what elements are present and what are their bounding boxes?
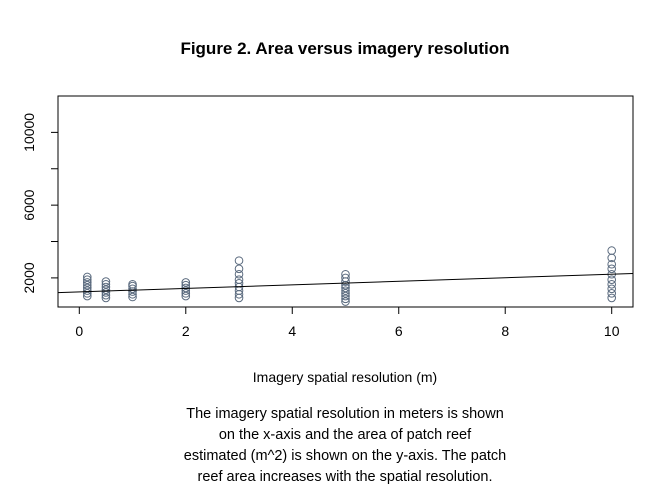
data-point — [101, 279, 111, 289]
caption-line: The imagery spatial resolution in meters… — [186, 406, 504, 422]
data-point — [101, 293, 111, 303]
data-points — [82, 246, 617, 306]
data-point — [341, 294, 350, 304]
data-point — [82, 280, 92, 290]
data-point — [181, 286, 191, 295]
data-point — [341, 286, 350, 295]
caption-line: estimated (m^2) is shown on the y-axis. … — [183, 448, 507, 464]
data-point — [234, 256, 244, 265]
data-point — [128, 284, 137, 294]
x-tick-label: 6 — [395, 323, 403, 339]
y-axis: 2000 6000 10000 — [21, 113, 59, 293]
y-tick-label: 6000 — [21, 189, 37, 220]
y-tick-label: 2000 — [21, 262, 37, 293]
data-point — [101, 277, 111, 286]
data-point — [341, 289, 350, 298]
y-tick-label: 10000 — [21, 113, 37, 152]
data-point — [607, 279, 617, 289]
data-point — [82, 272, 92, 282]
data-point — [181, 280, 191, 290]
caption-line: reef area increases with the spatial res… — [197, 469, 493, 485]
data-point — [607, 246, 617, 255]
data-point — [181, 278, 191, 287]
data-point — [234, 269, 244, 279]
data-point — [82, 289, 92, 298]
data-point — [607, 289, 617, 298]
figure-caption: The imagery spatial resolution in meters… — [160, 404, 530, 488]
data-point — [341, 273, 350, 283]
data-point — [607, 259, 617, 269]
data-point — [128, 292, 137, 302]
data-point — [181, 291, 191, 301]
data-point — [607, 293, 617, 303]
chart-title: Figure 2. Area versus imagery resolution — [180, 39, 509, 58]
data-point — [234, 279, 244, 288]
data-point — [234, 275, 244, 285]
data-point — [607, 264, 617, 274]
data-point — [341, 269, 350, 279]
plot-frame — [57, 95, 634, 308]
data-point — [341, 291, 350, 301]
trend-line — [57, 273, 634, 294]
data-point — [82, 291, 92, 301]
data-point — [234, 264, 244, 274]
x-tick-label: 10 — [604, 323, 620, 339]
data-point — [341, 283, 350, 293]
data-point — [101, 288, 111, 297]
x-tick-label: 4 — [288, 323, 296, 339]
x-tick-label: 0 — [75, 323, 83, 339]
scatter-chart: Figure 2. Area versus imagery resolution… — [21, 39, 634, 385]
data-point — [82, 278, 92, 287]
x-axis: 0 2 4 6 8 10 — [75, 306, 620, 339]
x-axis-label: Imagery spatial resolution (m) — [253, 369, 437, 385]
data-point — [101, 285, 111, 295]
data-point — [341, 297, 350, 306]
data-point — [128, 279, 137, 289]
data-point — [607, 284, 617, 294]
data-point — [607, 275, 617, 285]
data-point — [82, 275, 92, 285]
x-tick-label: 2 — [182, 323, 190, 339]
caption-line: on the x-axis and the area of patch reef — [218, 427, 472, 443]
data-point — [181, 289, 191, 298]
x-tick-label: 8 — [501, 323, 509, 339]
data-point — [82, 286, 92, 295]
